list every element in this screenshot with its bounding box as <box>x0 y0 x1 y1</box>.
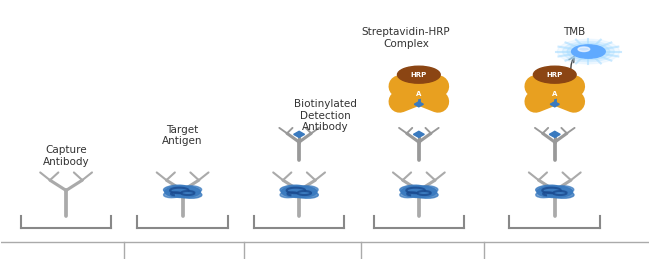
Circle shape <box>398 66 440 83</box>
Text: Biotinylated
Detection
Antibody: Biotinylated Detection Antibody <box>294 99 356 132</box>
Circle shape <box>571 45 605 58</box>
Ellipse shape <box>280 185 305 193</box>
Circle shape <box>562 41 614 62</box>
Polygon shape <box>413 131 424 138</box>
Ellipse shape <box>280 191 299 198</box>
Ellipse shape <box>164 191 182 198</box>
Ellipse shape <box>176 190 202 198</box>
Polygon shape <box>543 89 566 99</box>
Ellipse shape <box>536 185 561 193</box>
Text: A: A <box>416 91 422 97</box>
Text: HRP: HRP <box>547 72 563 78</box>
Text: Capture
Antibody: Capture Antibody <box>43 145 90 167</box>
Ellipse shape <box>400 185 425 193</box>
Circle shape <box>534 66 576 83</box>
Ellipse shape <box>401 186 437 198</box>
Ellipse shape <box>293 190 318 198</box>
Text: TMB: TMB <box>563 27 585 37</box>
Text: Target
Antigen: Target Antigen <box>162 125 203 146</box>
Circle shape <box>578 47 590 51</box>
Circle shape <box>557 39 619 64</box>
Polygon shape <box>549 131 560 138</box>
Circle shape <box>567 43 610 60</box>
Polygon shape <box>407 89 430 99</box>
Ellipse shape <box>183 186 202 193</box>
Polygon shape <box>294 131 305 138</box>
Ellipse shape <box>536 191 554 198</box>
Ellipse shape <box>537 186 573 198</box>
Polygon shape <box>551 102 559 107</box>
Ellipse shape <box>164 185 188 193</box>
Ellipse shape <box>555 186 574 193</box>
Ellipse shape <box>400 191 419 198</box>
Ellipse shape <box>165 186 200 198</box>
Ellipse shape <box>419 186 438 193</box>
Polygon shape <box>414 102 423 107</box>
Text: A: A <box>552 91 558 97</box>
Ellipse shape <box>281 186 317 198</box>
Ellipse shape <box>549 190 574 198</box>
Text: HRP: HRP <box>411 72 427 78</box>
Text: Streptavidin-HRP
Complex: Streptavidin-HRP Complex <box>361 27 450 49</box>
Ellipse shape <box>413 190 438 198</box>
Ellipse shape <box>300 186 318 193</box>
